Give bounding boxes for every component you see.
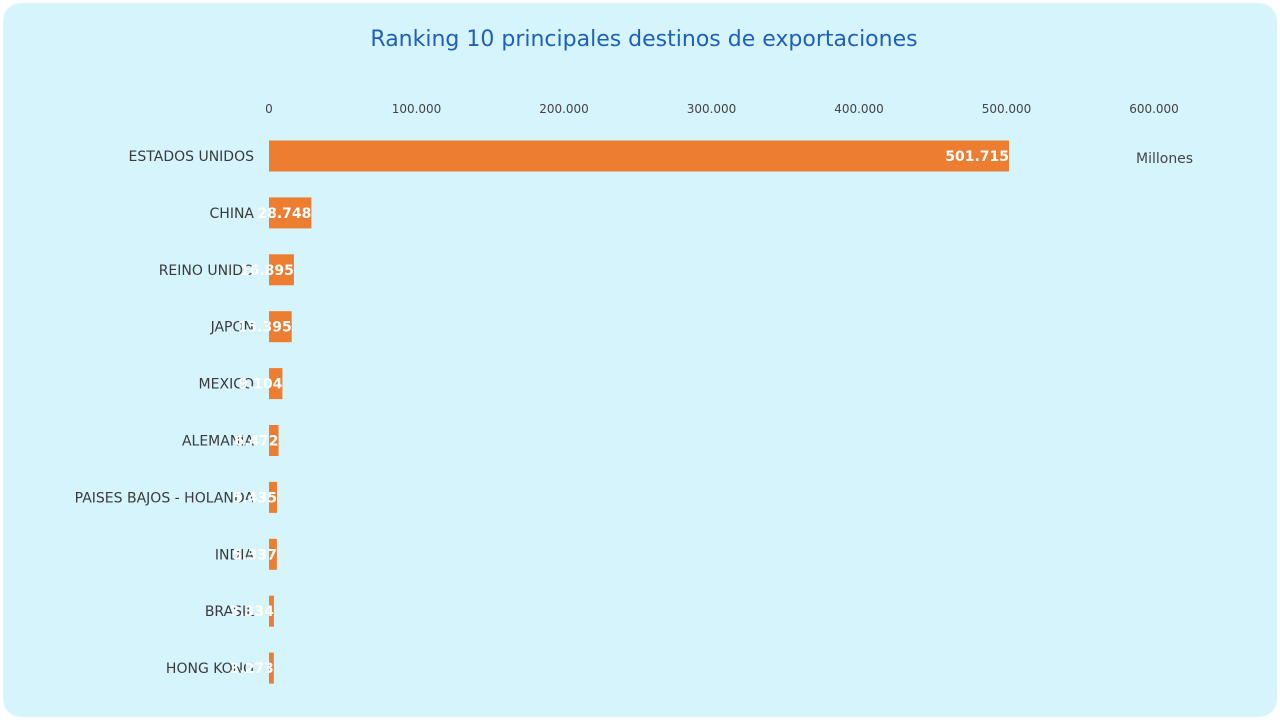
category-labels: ESTADOS UNIDOS CHINA REINO UNIDO JAPON MEXIC… [75, 149, 255, 677]
bar [269, 425, 279, 456]
data-label: 15.395 [238, 320, 292, 336]
data-label: 28.748 [257, 206, 311, 222]
bar [269, 368, 283, 400]
x-tick-label: 600.000 [1129, 102, 1179, 116]
bar [269, 481, 278, 513]
x-tick-label: 400.000 [834, 102, 884, 116]
category-label: MEXICO [199, 377, 254, 393]
x-axis-ticks: 0 100.000 200.000 300.000 400.000 500.000 600.… [265, 102, 1179, 116]
x-tick-label: 100.000 [392, 102, 442, 116]
x-tick-label: 0 [265, 102, 273, 116]
chart-panel [3, 3, 1277, 717]
bar [269, 538, 277, 570]
category-label: CHINA [210, 206, 255, 222]
category-label: PAISES BAJOS - HOLANDA [75, 490, 255, 506]
category-label: ESTADOS UNIDOS [129, 149, 255, 165]
unit-label: Millones [1136, 151, 1194, 167]
bar [269, 311, 292, 343]
category-label: HONG KONG [166, 661, 254, 677]
bar [269, 140, 1010, 172]
data-label: 3.334 [230, 604, 275, 620]
category-label: ALEMANIA [182, 434, 254, 450]
data-label: 6.472 [234, 434, 278, 450]
data-label: 5.435 [233, 490, 277, 506]
x-tick-label: 500.000 [982, 102, 1032, 116]
data-label: 16.895 [240, 263, 294, 279]
category-label: BRASIL [205, 604, 254, 620]
category-label: JAPON [210, 320, 254, 336]
bar [269, 652, 274, 684]
x-tick-label: 200.000 [539, 102, 589, 116]
data-labels: 501.715 28.748 16.895 15.395 9.104 6.472 5.435… [230, 149, 1009, 677]
data-label: 9.104 [238, 377, 283, 393]
x-tick-label: 300.000 [687, 102, 737, 116]
data-label: 3.273 [230, 661, 274, 677]
bar [269, 254, 294, 286]
bars [269, 140, 1010, 684]
data-label: 501.715 [945, 149, 1009, 165]
category-label: REINO UNIDO [159, 263, 254, 279]
bar [269, 197, 312, 229]
chart-title: Ranking 10 principales destinos de expor… [370, 27, 918, 52]
bar [269, 595, 274, 627]
data-label: 5.337 [233, 547, 277, 563]
category-label: INDIA [215, 547, 255, 563]
